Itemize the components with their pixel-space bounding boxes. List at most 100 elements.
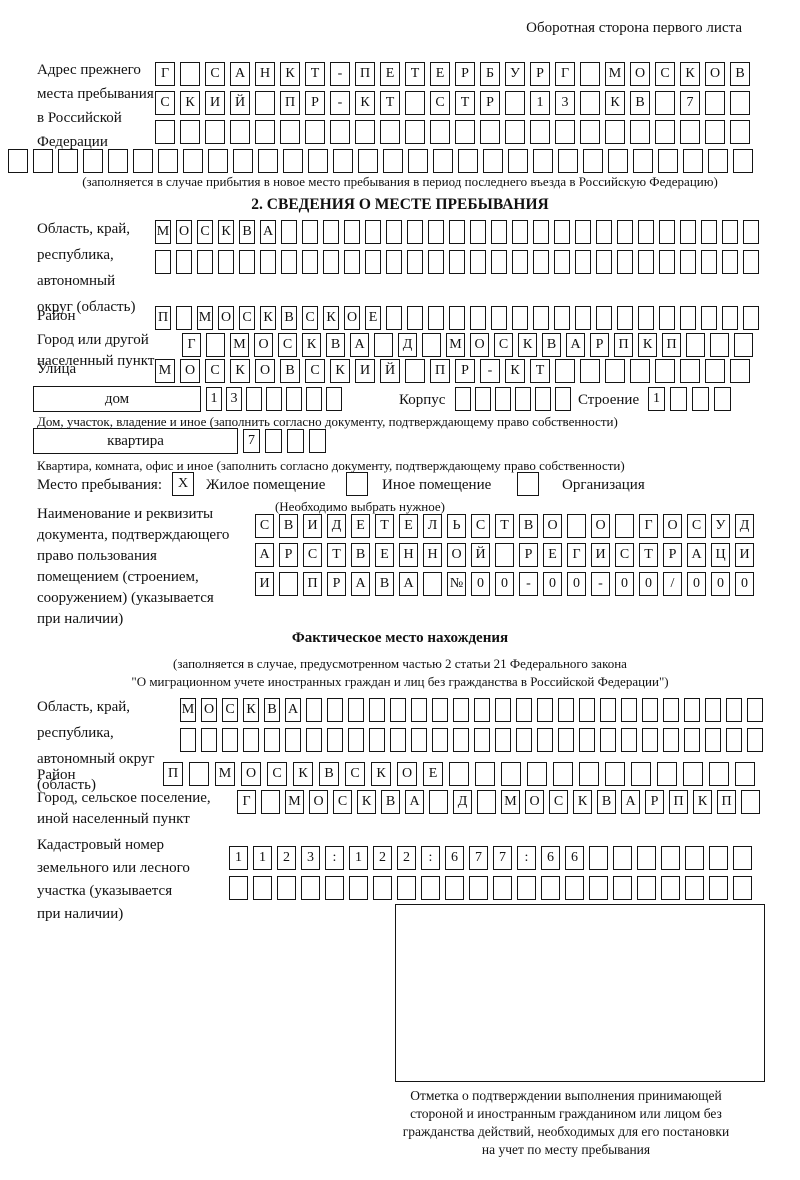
char-cell[interactable] xyxy=(230,120,250,144)
char-cell[interactable] xyxy=(638,220,654,244)
char-cell[interactable] xyxy=(685,846,704,870)
stroenie-row[interactable]: 1 xyxy=(648,387,736,411)
char-cell[interactable] xyxy=(516,728,532,752)
char-cell[interactable] xyxy=(575,306,591,330)
char-cell[interactable] xyxy=(501,762,521,786)
char-cell[interactable] xyxy=(579,728,595,752)
char-cell[interactable]: 1 xyxy=(349,846,368,870)
char-cell[interactable] xyxy=(344,220,360,244)
char-cell[interactable]: В xyxy=(630,91,650,115)
char-cell[interactable] xyxy=(281,220,297,244)
char-cell[interactable] xyxy=(684,728,700,752)
char-cell[interactable]: 3 xyxy=(301,846,320,870)
char-cell[interactable] xyxy=(258,149,278,173)
char-cell[interactable]: П xyxy=(662,333,681,357)
char-cell[interactable] xyxy=(705,359,725,383)
doc-row-3[interactable]: И П Р А В А № 0 0-0 0-0 0/0 0 0 xyxy=(255,572,759,596)
char-cell[interactable] xyxy=(659,250,675,274)
char-cell[interactable]: В xyxy=(730,62,750,86)
char-cell[interactable] xyxy=(705,120,725,144)
char-cell[interactable] xyxy=(743,250,759,274)
char-cell[interactable] xyxy=(642,698,658,722)
char-cell[interactable]: С xyxy=(494,333,513,357)
char-cell[interactable]: - xyxy=(330,62,350,86)
char-cell[interactable]: Г xyxy=(182,333,201,357)
char-cell[interactable] xyxy=(541,876,560,900)
char-cell[interactable] xyxy=(517,876,536,900)
char-cell[interactable] xyxy=(277,876,296,900)
char-cell[interactable]: Д xyxy=(453,790,472,814)
char-cell[interactable] xyxy=(229,876,248,900)
char-cell[interactable] xyxy=(180,728,196,752)
char-cell[interactable]: П xyxy=(355,62,375,86)
char-cell[interactable]: Р xyxy=(480,91,500,115)
char-cell[interactable]: К xyxy=(505,359,525,383)
char-cell[interactable]: О xyxy=(255,359,275,383)
char-cell[interactable] xyxy=(243,728,259,752)
char-cell[interactable] xyxy=(553,762,573,786)
char-cell[interactable]: 3 xyxy=(226,387,242,411)
char-cell[interactable]: А xyxy=(621,790,640,814)
stay-type-checkbox-zhiloe[interactable]: X xyxy=(172,472,194,496)
char-cell[interactable] xyxy=(58,149,78,173)
char-cell[interactable]: Т xyxy=(375,514,394,538)
char-cell[interactable]: П xyxy=(717,790,736,814)
char-cell[interactable] xyxy=(637,846,656,870)
char-cell[interactable] xyxy=(407,220,423,244)
char-cell[interactable] xyxy=(683,149,703,173)
char-cell[interactable] xyxy=(680,359,700,383)
char-cell[interactable] xyxy=(575,220,591,244)
char-cell[interactable] xyxy=(302,220,318,244)
char-cell[interactable] xyxy=(474,728,490,752)
char-cell[interactable]: С xyxy=(305,359,325,383)
char-cell[interactable] xyxy=(180,62,200,86)
char-cell[interactable] xyxy=(505,120,525,144)
char-cell[interactable] xyxy=(255,91,275,115)
char-cell[interactable] xyxy=(380,120,400,144)
char-cell[interactable]: А xyxy=(405,790,424,814)
char-cell[interactable]: К xyxy=(293,762,313,786)
char-cell[interactable] xyxy=(537,698,553,722)
char-cell[interactable] xyxy=(405,120,425,144)
char-cell[interactable]: П xyxy=(280,91,300,115)
char-cell[interactable] xyxy=(512,250,528,274)
char-cell[interactable]: А xyxy=(285,698,301,722)
char-cell[interactable]: Г xyxy=(555,62,575,86)
stay-type-checkbox-inoe[interactable] xyxy=(346,472,368,496)
char-cell[interactable] xyxy=(714,387,731,411)
char-cell[interactable] xyxy=(596,306,612,330)
char-cell[interactable]: М xyxy=(180,698,196,722)
char-cell[interactable] xyxy=(176,306,192,330)
char-cell[interactable] xyxy=(580,120,600,144)
char-cell[interactable] xyxy=(348,728,364,752)
char-cell[interactable]: С xyxy=(345,762,365,786)
char-cell[interactable]: М xyxy=(605,62,625,86)
char-cell[interactable] xyxy=(246,387,262,411)
char-cell[interactable] xyxy=(743,220,759,244)
char-cell[interactable] xyxy=(449,220,465,244)
char-cell[interactable] xyxy=(432,728,448,752)
char-cell[interactable]: Г xyxy=(237,790,256,814)
char-cell[interactable] xyxy=(421,876,440,900)
char-cell[interactable]: - xyxy=(330,91,350,115)
char-cell[interactable] xyxy=(355,120,375,144)
char-cell[interactable] xyxy=(567,514,586,538)
char-cell[interactable] xyxy=(680,220,696,244)
char-cell[interactable] xyxy=(708,149,728,173)
char-cell[interactable] xyxy=(655,359,675,383)
char-cell[interactable]: 0 xyxy=(687,572,706,596)
char-cell[interactable] xyxy=(722,250,738,274)
char-cell[interactable] xyxy=(747,698,763,722)
char-cell[interactable] xyxy=(261,790,280,814)
char-cell[interactable] xyxy=(369,698,385,722)
char-cell[interactable]: О xyxy=(180,359,200,383)
char-cell[interactable]: О xyxy=(397,762,417,786)
char-cell[interactable]: Т xyxy=(305,62,325,86)
char-cell[interactable]: К xyxy=(638,333,657,357)
char-cell[interactable] xyxy=(383,149,403,173)
char-cell[interactable]: 2 xyxy=(373,846,392,870)
char-cell[interactable] xyxy=(218,250,234,274)
